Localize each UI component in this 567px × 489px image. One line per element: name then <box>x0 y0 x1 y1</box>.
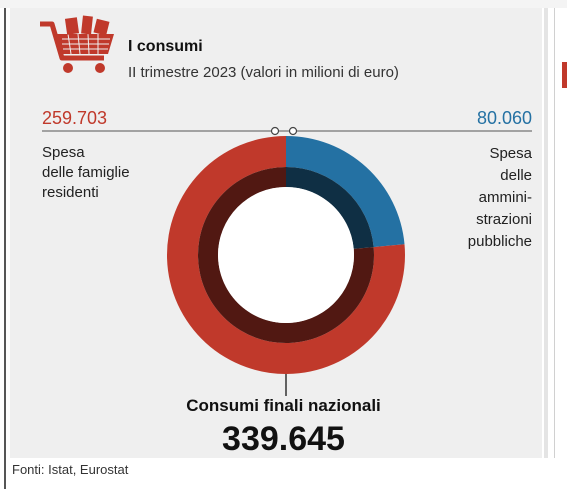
slice-pubbliche-inner <box>286 167 374 249</box>
shopping-cart-icon <box>40 15 114 73</box>
chart-title: I consumi <box>128 38 203 55</box>
label-famiglie: Spesa delle famiglie residenti <box>42 144 130 201</box>
divider-left <box>4 8 6 489</box>
marker-dot-right <box>288 126 298 136</box>
donut-hole <box>218 187 354 323</box>
divider-right <box>554 8 555 458</box>
source-note: Fonti: Istat, Eurostat <box>12 462 129 477</box>
total-label: Consumi finali nazionali <box>186 396 381 415</box>
adjacent-panel-mark <box>562 62 567 88</box>
slice-pubbliche <box>286 136 405 248</box>
top-strip <box>0 0 567 8</box>
label-pubbliche: Spesa delle ammini- strazioni pubbliche <box>467 145 532 250</box>
value-famiglie: 259.703 <box>42 108 108 128</box>
panel-edge <box>544 8 548 458</box>
chart-subtitle: II trimestre 2023 (valori in milioni di … <box>128 64 399 81</box>
total-value: 339.645 <box>222 420 345 458</box>
marker-dot-left <box>270 126 280 136</box>
value-pubbliche: 80.060 <box>476 108 532 128</box>
